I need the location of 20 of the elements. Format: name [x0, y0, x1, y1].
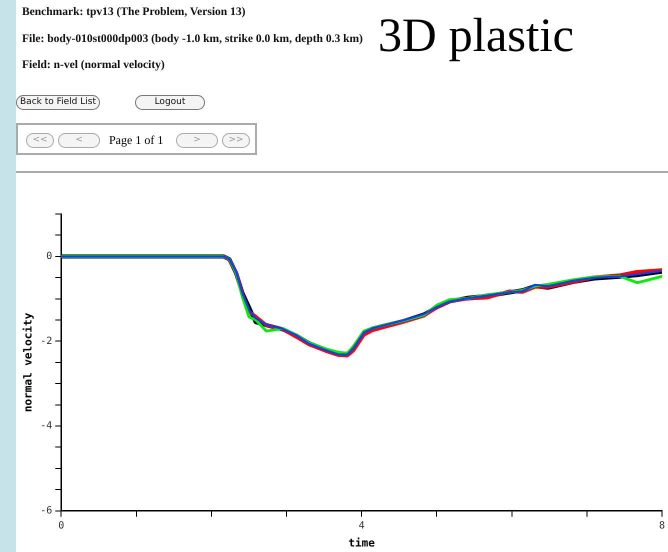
y-axis-title: normal velocity: [21, 312, 34, 412]
text: >: [176, 133, 218, 148]
y-tick-label: -6: [40, 505, 52, 516]
text: <: [58, 133, 100, 148]
chart-subtitle: File: body-010st000dp003 (body -1.0 km, strike 0.0 km, depth 0.3 km): [22, 33, 363, 45]
x-axis-title: time: [348, 536, 376, 550]
x-tick-label: 8: [658, 520, 666, 532]
text: >>: [222, 133, 250, 148]
text: <<: [26, 133, 54, 148]
x-tick-label: 4: [358, 520, 365, 532]
y-tick-label: -4: [40, 420, 52, 432]
text: Logout: [135, 95, 205, 110]
x-tick-label: 0: [58, 520, 64, 532]
text: 3D plastic: [378, 8, 574, 63]
text: Field: n-vel (normal velocity): [22, 59, 165, 71]
text: Back to Field List: [16, 95, 100, 110]
y-tick-label: -2: [40, 336, 52, 347]
chart-title: Benchmark: tpv13 (The Problem, Version 13): [22, 6, 246, 18]
y-tick-label: 0: [46, 250, 52, 262]
text: Page 1 of 1: [109, 133, 164, 148]
